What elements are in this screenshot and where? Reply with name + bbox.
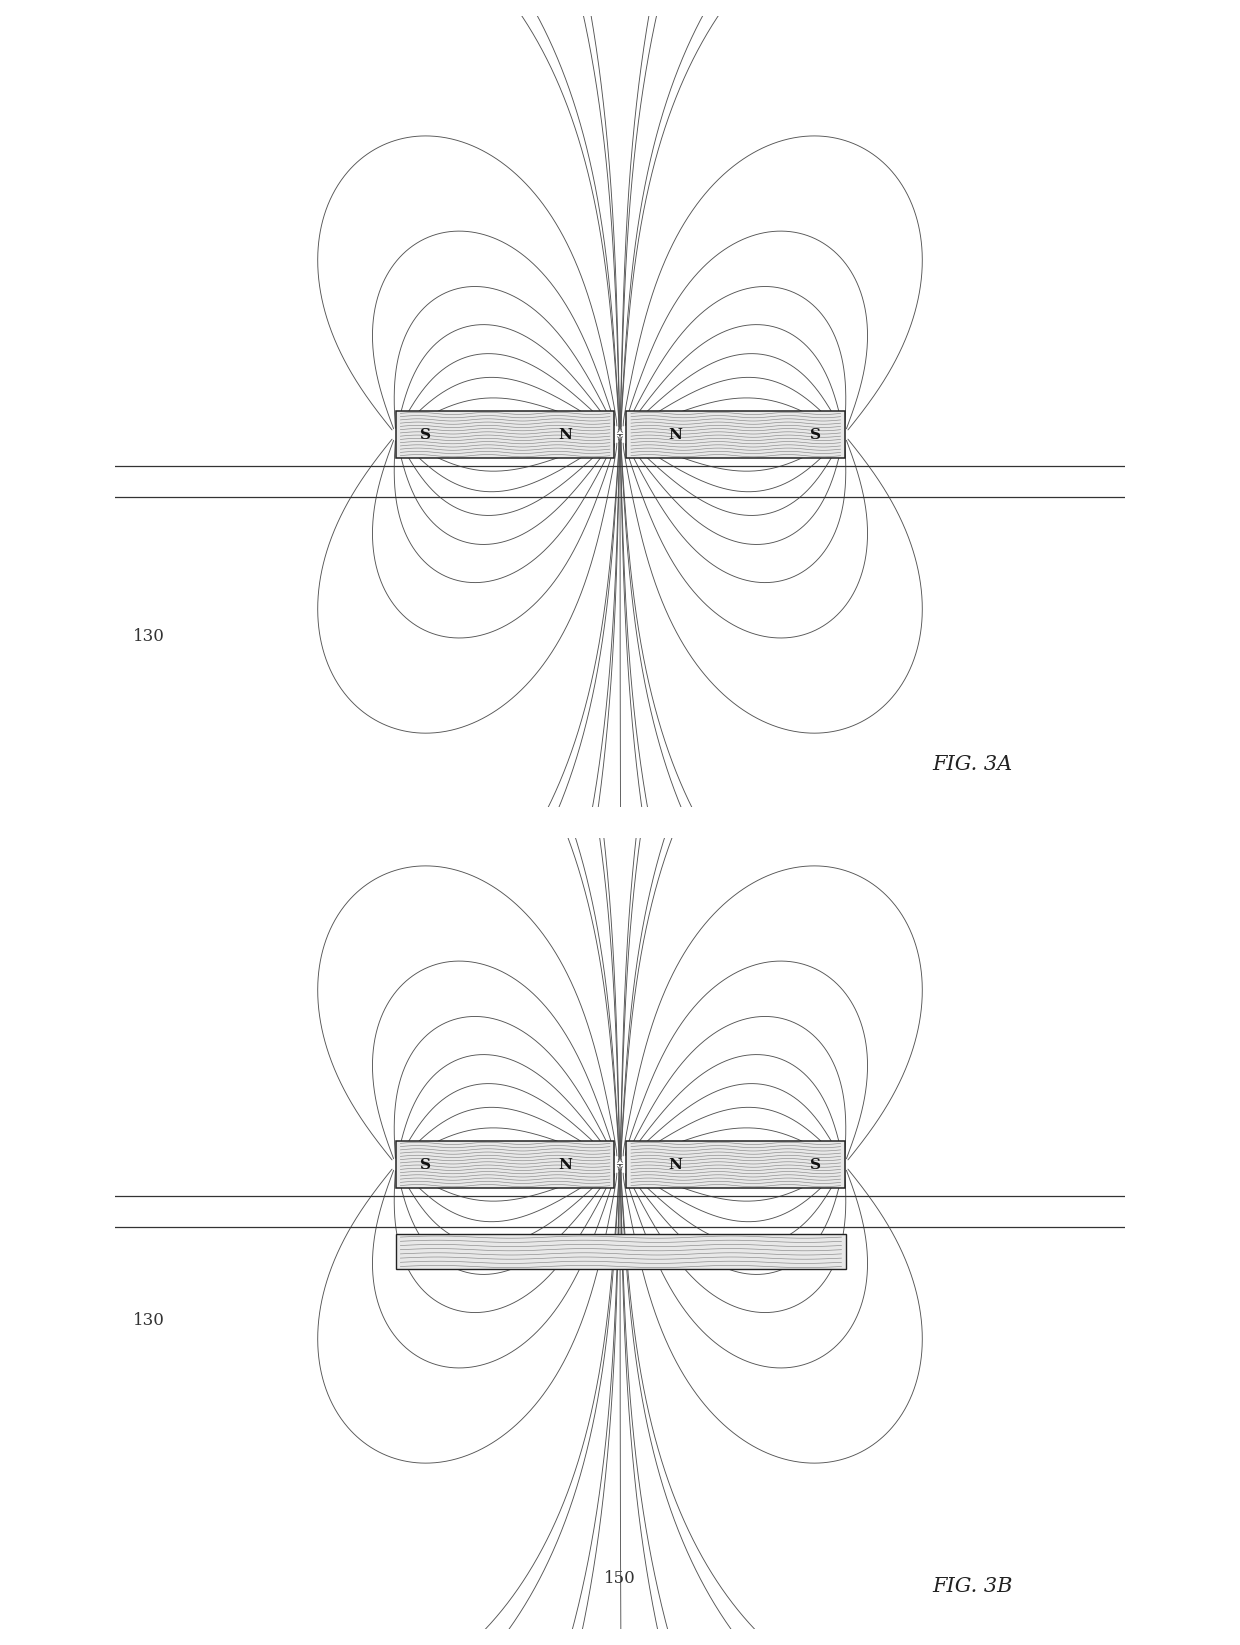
- Text: FIG. 3A: FIG. 3A: [932, 755, 1013, 773]
- Text: N: N: [668, 1158, 682, 1171]
- Text: 150: 150: [604, 1569, 636, 1587]
- Text: 130: 130: [133, 1313, 165, 1329]
- Text: N: N: [668, 428, 682, 441]
- Bar: [626, 411, 846, 459]
- Text: N: N: [558, 428, 572, 441]
- Text: S: S: [810, 1158, 821, 1171]
- Text: FIG. 3B: FIG. 3B: [932, 1578, 1013, 1596]
- Text: S: S: [419, 428, 430, 441]
- Bar: [396, 1140, 615, 1188]
- Bar: [626, 1140, 846, 1188]
- Text: S: S: [810, 428, 821, 441]
- Text: N: N: [558, 1158, 572, 1171]
- Bar: [396, 411, 615, 459]
- Text: 130: 130: [133, 628, 165, 645]
- Bar: [396, 1234, 846, 1270]
- Text: S: S: [419, 1158, 430, 1171]
